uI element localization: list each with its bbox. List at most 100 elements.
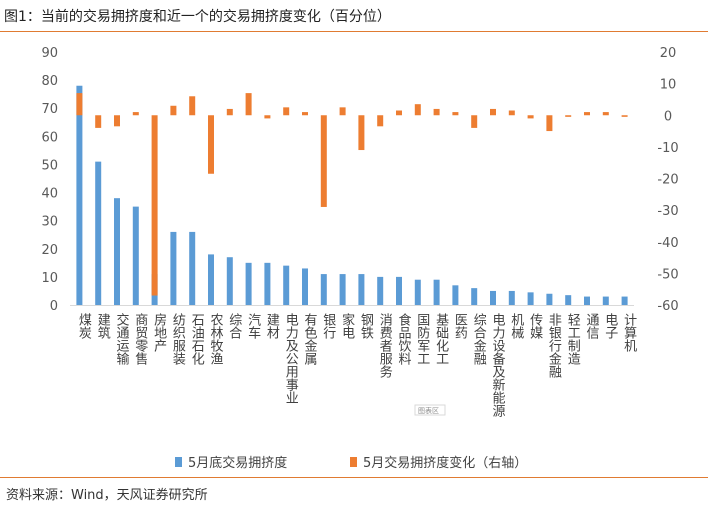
category-label: 交通运输	[114, 312, 130, 365]
bar-crowding-4	[132, 206, 139, 305]
bar-change-20	[433, 108, 440, 116]
bar-change-4	[132, 112, 139, 116]
right-axis-tick-label: -60	[657, 299, 678, 314]
legend: 5月底交易拥挤度 5月交易拥挤度变化（右轴）	[0, 450, 708, 472]
bar-crowding-15	[339, 274, 346, 305]
bar-change-3	[114, 115, 120, 127]
bar-crowding-2	[95, 161, 102, 305]
bar-change-28	[584, 112, 590, 116]
left-axis-tick-label: 40	[41, 187, 58, 202]
left-axis-tick-label: 90	[41, 46, 58, 61]
category-label: 汽车	[245, 313, 261, 339]
bar-change-26	[546, 115, 553, 132]
bar-change-13	[302, 112, 308, 116]
bar-change-15	[339, 107, 346, 116]
bar-crowding-18	[396, 276, 402, 305]
source-note: 资料来源：Wind，天风证券研究所	[6, 488, 208, 503]
bar-change-30	[621, 115, 628, 117]
category-label: 综合金融	[471, 313, 487, 365]
bar-crowding-6	[170, 231, 177, 305]
category-label: 电力及公用事业	[283, 313, 299, 404]
legend-swatch-crowding	[175, 456, 182, 467]
legend-label-change: 5月交易拥挤度变化（右轴）	[363, 456, 528, 471]
bar-crowding-29	[602, 296, 609, 305]
bar-change-22	[471, 115, 478, 128]
bar-change-6	[170, 105, 177, 116]
bar-change-8	[208, 115, 214, 174]
category-label: 银行	[320, 313, 336, 340]
left-axis-tick-label: 70	[41, 102, 58, 117]
legend-swatch-change	[350, 456, 357, 467]
bar-crowding-26	[546, 293, 553, 305]
category-label: 商贸零售	[132, 313, 148, 365]
category-label: 石油石化	[189, 313, 205, 366]
bar-change-1	[76, 93, 83, 116]
category-label: 机械	[508, 313, 524, 339]
legend-item-change: 5月交易拥挤度变化（右轴）	[350, 452, 527, 471]
bar-crowding-13	[302, 268, 308, 305]
category-label: 计算机	[621, 313, 637, 353]
bar-change-2	[95, 115, 102, 128]
category-label: 基础化工	[433, 313, 449, 365]
bar-crowding-10	[245, 262, 252, 305]
category-label: 建筑	[95, 313, 111, 340]
category-label: 钢铁	[358, 313, 374, 339]
right-axis-tick-label: -50	[657, 267, 678, 282]
bar-change-18	[396, 110, 402, 116]
left-axis-tick-label: 60	[41, 130, 58, 145]
bar-change-10	[245, 93, 252, 116]
bar-change-27	[565, 115, 572, 117]
left-axis-tick-label: 0	[50, 299, 58, 314]
left-axis-tick-label: 10	[41, 271, 58, 286]
category-label: 有色金属	[302, 313, 318, 366]
category-label: 医药	[452, 313, 468, 339]
category-label: 电力设备及新能源	[490, 313, 506, 417]
category-label: 综合	[226, 313, 242, 339]
bar-crowding-22	[471, 288, 478, 305]
bar-crowding-11	[264, 262, 271, 305]
bar-change-21	[452, 112, 459, 116]
left-axis-tick-label: 20	[41, 243, 58, 258]
bar-crowding-30	[621, 296, 628, 305]
legend-item-crowding: 5月底交易拥挤度	[175, 452, 287, 471]
bar-crowding-14	[320, 274, 327, 305]
category-label: 农林牧渔	[208, 313, 224, 365]
category-label: 国防军工	[414, 313, 430, 365]
figure-title: 图1：当前的交易拥挤度和近一个的交易拥挤度变化（百分位）	[4, 9, 391, 25]
right-axis-tick-label: 10	[660, 78, 677, 93]
bar-change-24	[508, 110, 515, 116]
left-axis-tick-label: 50	[41, 158, 58, 173]
chart-area-watermark: 图表区	[418, 406, 439, 415]
bar-change-23	[490, 108, 496, 116]
bar-change-9	[226, 108, 233, 116]
category-label: 消费者服务	[377, 313, 393, 378]
category-label: 房地产	[151, 312, 167, 353]
bar-change-12	[283, 107, 290, 116]
category-label: 非银行金融	[546, 313, 562, 378]
bar-change-25	[527, 115, 534, 119]
bar-crowding-25	[527, 292, 534, 305]
bar-crowding-27	[565, 295, 572, 305]
bar-change-19	[414, 104, 421, 116]
right-axis-tick-label: -20	[657, 173, 678, 188]
category-label: 传媒	[527, 313, 543, 339]
bar-crowding-16	[358, 274, 365, 305]
figure-title-bar: 图1：当前的交易拥挤度和近一个的交易拥挤度变化（百分位）	[0, 0, 708, 32]
left-axis-tick-label: 30	[41, 215, 58, 230]
category-label: 电子	[602, 313, 618, 339]
bar-crowding-20	[433, 279, 440, 305]
right-axis-tick-label: 0	[664, 109, 672, 124]
bar-crowding-17	[377, 276, 384, 305]
right-axis-tick-label: -40	[657, 236, 678, 251]
category-label: 轻工制造	[565, 313, 581, 366]
bar-crowding-7	[189, 231, 196, 305]
bar-change-16	[358, 115, 365, 151]
chart-area-watermark-box	[414, 404, 446, 416]
category-label: 通信	[584, 313, 600, 339]
legend-label-crowding: 5月底交易拥挤度	[188, 456, 288, 471]
bar-change-17	[377, 115, 384, 127]
right-axis-tick-label: -30	[657, 204, 678, 219]
bar-crowding-21	[452, 285, 459, 305]
bar-change-7	[189, 96, 196, 116]
right-axis-tick-label: 20	[660, 46, 677, 61]
